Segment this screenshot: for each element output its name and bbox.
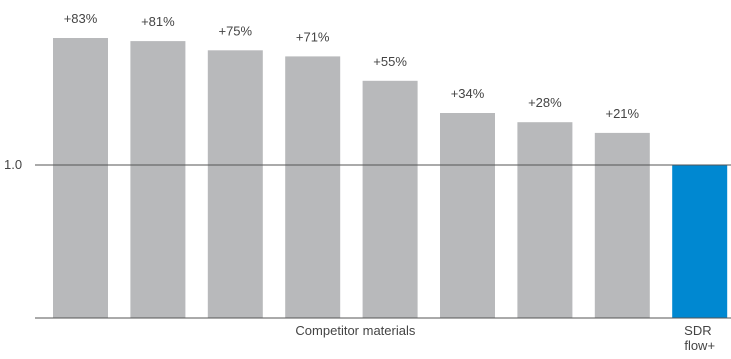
data-label-1: +83%: [64, 11, 98, 26]
group-label-sdr-flow-line-1: SDR: [684, 323, 711, 338]
data-label-6: +34%: [451, 86, 485, 101]
bar-competitor-3: [207, 50, 263, 319]
bars-group: [53, 38, 728, 319]
data-label-7: +28%: [528, 95, 562, 110]
data-labels-group: +83% +81% +75% +71% +55% +34% +28% +21%: [64, 11, 640, 121]
bar-competitor-2: [130, 41, 186, 318]
bar-competitor-7: [517, 122, 573, 318]
bar-sdr-flow: [672, 165, 728, 318]
group-label-sdr-flow: SDR flow+: [684, 323, 715, 353]
data-label-5: +55%: [373, 54, 407, 69]
bar-competitor-5: [362, 80, 418, 318]
data-label-2: +81%: [141, 14, 175, 29]
group-label-sdr-flow-line-2: flow+: [684, 338, 715, 353]
group-label-competitor-materials: Competitor materials: [295, 323, 415, 338]
bar-competitor-8: [594, 132, 650, 318]
reference-line-label: 1.0: [4, 157, 22, 172]
data-label-3: +75%: [218, 23, 252, 38]
data-label-8: +21%: [605, 106, 639, 121]
bar-competitor-4: [285, 56, 341, 319]
bar-competitor-1: [53, 38, 108, 318]
data-label-4: +71%: [296, 29, 330, 44]
bar-competitor-6: [440, 113, 495, 318]
